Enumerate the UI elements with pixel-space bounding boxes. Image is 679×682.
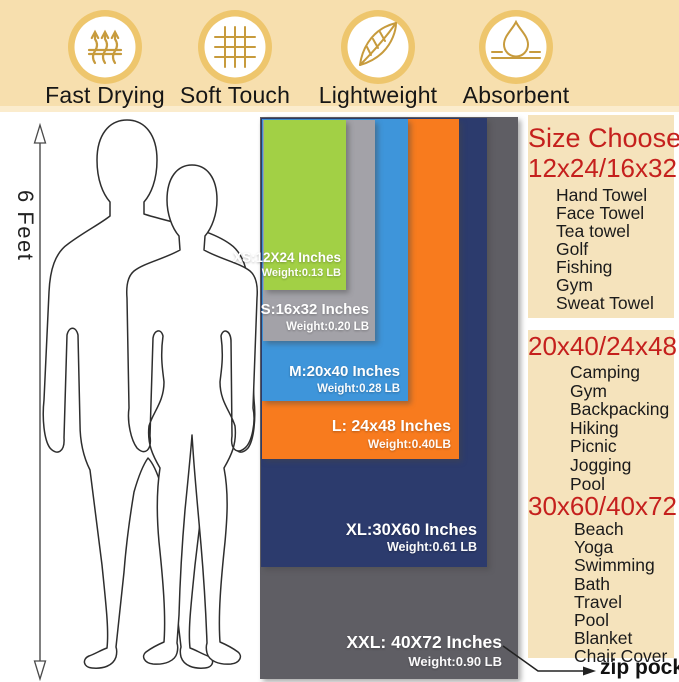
- size-guide-block-medium: 20x40/24x48 Camping Gym Backpacking Hiki…: [528, 330, 677, 495]
- towel-size-label: M:20x40 Inches: [289, 362, 400, 380]
- use-case-list: Beach Yoga Swimming Bath Travel Pool Bla…: [528, 520, 674, 666]
- use-case-item: Sweat Towel: [556, 293, 654, 313]
- towel-weight-label: Weight:0.20 LB: [286, 320, 369, 333]
- feature-label: Fast Drying: [45, 82, 165, 108]
- towel-weight-label: Weight:0.28 LB: [317, 382, 400, 395]
- use-case-item: Golf: [556, 239, 589, 259]
- towel-weight-label: Weight:0.13 LB: [261, 267, 341, 280]
- towel-weight-label: Weight:0.61 LB: [386, 540, 477, 555]
- droplet-icon: [479, 10, 553, 84]
- use-case-item: Face Towel: [556, 203, 645, 223]
- size-guide-block-large: 30x60/40x72 Beach Yoga Swimming Bath Tra…: [528, 491, 677, 666]
- use-case-item: Hand Towel: [556, 185, 648, 205]
- steam-icon: [68, 10, 142, 84]
- use-case-item: Pool: [574, 610, 610, 631]
- towel-size-label: XXL: 40X72 Inches: [346, 631, 502, 652]
- size-guide-block-small: Size Choose 12x24/16x32 Hand Towel Face …: [528, 115, 679, 318]
- use-case-item: Travel: [574, 591, 622, 612]
- features-band-edge: [0, 106, 679, 112]
- use-case-item: Fishing: [556, 257, 613, 277]
- towel-size-label: XS:12X24 Inches: [232, 250, 341, 266]
- use-case-item: Backpacking: [570, 399, 670, 420]
- height-scale-label: 6 Feet: [13, 190, 38, 262]
- female-figure-outline: [126, 164, 258, 665]
- use-case-item: Pool: [570, 473, 606, 494]
- size-guide-title: Size Choose: [528, 123, 679, 153]
- feature-label: Lightweight: [318, 82, 438, 108]
- zip-pocket-arrow: [502, 645, 596, 676]
- use-case-item: Picnic: [570, 436, 617, 457]
- feather-icon: [341, 10, 415, 84]
- feature-label: Absorbent: [462, 82, 570, 108]
- use-case-list: Camping Gym Backpacking Hiking Picnic Jo…: [528, 363, 674, 493]
- towel-xs: XS:12X24 Inches Weight:0.13 LB: [233, 120, 346, 290]
- use-case-item: Chair Cover: [574, 646, 668, 667]
- feature-lightweight: Lightweight: [303, 5, 453, 109]
- towel-size-label: S:16x32 Inches: [260, 300, 369, 318]
- feature-label: Soft Touch: [179, 82, 291, 108]
- height-arrow: [33, 122, 47, 682]
- size-group-heading: 20x40/24x48: [528, 331, 677, 361]
- towel-weight-label: Weight:0.90 LB: [408, 653, 502, 669]
- use-case-item: Jogging: [570, 454, 632, 475]
- use-case-item: Hiking: [570, 417, 619, 438]
- zip-pocket-label: zip pocket: [600, 656, 679, 679]
- feature-soft-touch: Soft Touch: [160, 5, 310, 109]
- use-case-item: Yoga: [574, 537, 614, 558]
- towel-size-label: XL:30X60 Inches: [345, 520, 477, 539]
- towel-weight-label: Weight:0.40LB: [367, 437, 451, 451]
- size-group-heading: 30x60/40x72: [528, 491, 677, 521]
- size-group-heading: 12x24/16x32: [528, 153, 677, 183]
- use-case-item: Camping: [570, 362, 641, 382]
- use-case-list: Hand Towel Face Towel Tea towel Golf Fis…: [528, 186, 674, 312]
- towel-size-stack: XXL: 40X72 Inches Weight:0.90 LB XL:30X6…: [233, 117, 518, 679]
- human-figures: [33, 119, 258, 682]
- towel-size-label: L: 24x48 Inches: [331, 418, 451, 435]
- weave-icon: [198, 10, 272, 84]
- feature-absorbent: Absorbent: [441, 5, 591, 109]
- use-case-item: Blanket: [574, 628, 633, 649]
- use-case-item: Gym: [570, 380, 607, 401]
- use-case-item: Tea towel: [556, 221, 630, 241]
- use-case-item: Swimming: [574, 555, 655, 576]
- use-case-item: Bath: [574, 573, 610, 594]
- use-case-item: Beach: [574, 519, 624, 539]
- feature-fast-drying: Fast Drying: [30, 5, 180, 109]
- use-case-item: Gym: [556, 275, 593, 295]
